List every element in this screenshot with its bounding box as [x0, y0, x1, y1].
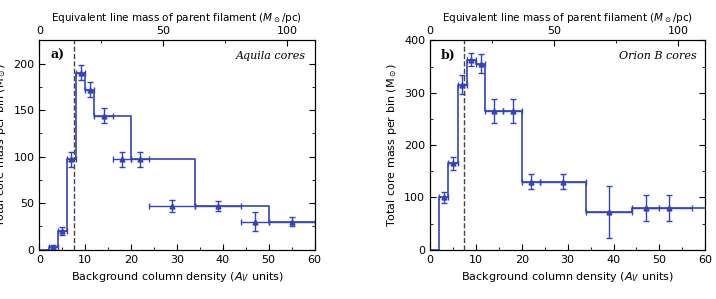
Text: a): a): [50, 49, 64, 62]
X-axis label: Equivalent line mass of parent filament ($M_\odot$/pc): Equivalent line mass of parent filament …: [52, 11, 302, 25]
Y-axis label: Total core mass per bin (M$_\odot$): Total core mass per bin (M$_\odot$): [0, 63, 8, 227]
X-axis label: Equivalent line mass of parent filament ($M_\odot$/pc): Equivalent line mass of parent filament …: [442, 11, 693, 25]
X-axis label: Background column density ($A_V$ units): Background column density ($A_V$ units): [461, 270, 674, 284]
Y-axis label: Total core mass per bin (M$_\odot$): Total core mass per bin (M$_\odot$): [384, 63, 399, 227]
X-axis label: Background column density ($A_V$ units): Background column density ($A_V$ units): [70, 270, 284, 284]
Text: b): b): [441, 49, 456, 62]
Text: Orion B cores: Orion B cores: [619, 51, 697, 61]
Text: Aquila cores: Aquila cores: [236, 51, 306, 61]
